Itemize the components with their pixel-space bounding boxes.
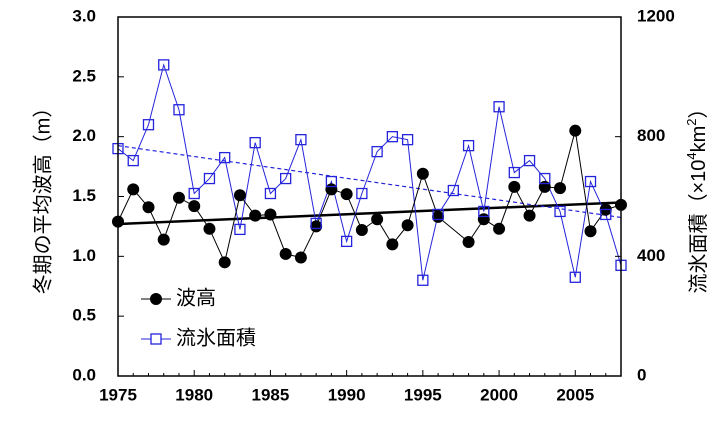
ice-area-point <box>508 166 520 179</box>
ice-area-point <box>356 187 368 200</box>
ice-area-point <box>264 187 277 200</box>
wave-height-point <box>462 235 475 248</box>
y2-tick-label: 400 <box>637 246 665 265</box>
plot-area <box>117 16 622 377</box>
wave-height-point <box>203 222 216 235</box>
ice-area-point <box>417 274 429 286</box>
ice-area-point <box>478 205 490 218</box>
wave-height-point <box>554 182 567 195</box>
ice-area-point <box>173 104 185 116</box>
ice-area-point <box>432 208 444 221</box>
wave-height-point <box>432 210 445 223</box>
wave-height-point <box>279 247 292 260</box>
ice-area-point <box>401 134 414 146</box>
legend: 波高 流氷面積 <box>141 286 256 349</box>
y2-tick-label: 0 <box>637 365 646 384</box>
ice-area-point <box>188 187 200 200</box>
ice-area-point <box>340 235 353 248</box>
wave-height-point <box>523 209 536 222</box>
legend-wave-marker <box>150 293 162 305</box>
ice-area-point <box>539 172 551 185</box>
y2-axis-title: 流氷面積（×104km2） <box>684 98 710 293</box>
ice-area-trend-line <box>117 145 622 219</box>
y-axis-title: 冬期の平均波高（m） <box>31 98 54 295</box>
wave-height-point <box>401 219 414 232</box>
wave-height-point <box>172 191 185 204</box>
wave-height-point <box>264 208 277 221</box>
ice-area-point <box>127 154 139 167</box>
y-tick-label: 1.0 <box>72 246 96 265</box>
y2-axis-title-sup1: 4 <box>684 152 699 159</box>
wave-height-point <box>508 180 521 193</box>
y-tick-label: 0.5 <box>72 306 96 325</box>
x-tick-label: 1990 <box>328 385 366 404</box>
y-tick-label: 0.0 <box>72 365 96 384</box>
ice-area-point <box>280 172 292 185</box>
wave-height-point <box>371 213 384 226</box>
legend-ice-label: 流氷面積 <box>176 326 256 349</box>
wave-height-point <box>355 224 368 237</box>
x-tick-label: 1980 <box>175 385 213 404</box>
wave-height-point <box>569 124 582 137</box>
ice-area-point <box>234 223 246 236</box>
wave-height-point <box>386 238 399 251</box>
ice-area-point <box>447 184 459 197</box>
ice-area-point <box>600 208 612 221</box>
x-tick-label: 2005 <box>556 385 594 404</box>
wave-height-point <box>127 183 140 196</box>
ice-area-point <box>584 175 597 188</box>
wave-height-point <box>538 180 551 193</box>
x-tick-label: 1995 <box>404 385 442 404</box>
ice-area-point <box>203 172 216 185</box>
ice-area-point <box>310 217 322 230</box>
wave-height-point <box>325 183 338 196</box>
ice-area-point <box>295 134 307 146</box>
y2-tick-label: 1200 <box>637 6 675 25</box>
wave-height-point <box>188 200 201 213</box>
wave-height-point <box>477 213 490 226</box>
wave-height-point <box>233 189 246 202</box>
ice-area-point <box>493 101 505 113</box>
wave-height-point <box>584 225 597 238</box>
wave-height-point <box>218 256 231 269</box>
x-tick-label: 2000 <box>480 385 518 404</box>
ice-area-point <box>371 145 383 158</box>
ice-area-point <box>219 151 231 164</box>
y-tick-label: 2.0 <box>72 126 96 145</box>
wave-height-point <box>142 201 155 214</box>
ice-area-point <box>554 205 566 218</box>
legend-wave-label: 波高 <box>176 286 216 309</box>
wave-height-point <box>249 209 262 222</box>
ice-area-line <box>117 63 622 281</box>
wave-height-point <box>157 233 170 246</box>
ice-area-point <box>462 139 475 152</box>
ice-area-point <box>249 136 261 149</box>
wave-height-point <box>340 188 353 201</box>
x-tick-label: 1985 <box>252 385 290 404</box>
wave-height-point <box>310 220 323 233</box>
ice-area-point <box>569 271 581 283</box>
y-tick-label: 1.5 <box>72 186 96 205</box>
wave-height-point <box>493 222 506 235</box>
ice-area-point <box>523 154 536 167</box>
ice-area-point <box>158 59 170 71</box>
y-tick-label: 3.0 <box>72 6 96 25</box>
y2-tick-label: 800 <box>637 126 665 145</box>
y2-axis-title-unit: km <box>688 126 710 153</box>
y2-axis-title-sup2: 2 <box>684 118 699 125</box>
wave-height-line <box>117 130 622 264</box>
y2-axis-title-prefix: 流氷面積（×10 <box>687 160 710 294</box>
ice-area-point <box>386 131 399 143</box>
y2-axis-title-suffix: ） <box>687 98 710 118</box>
ice-area-point <box>325 175 338 188</box>
wave-height-point <box>416 167 429 180</box>
wave-height-point <box>294 251 307 264</box>
y-tick-label: 2.5 <box>72 66 96 85</box>
legend-ice-marker <box>150 333 162 345</box>
ice-area-point <box>142 119 155 131</box>
x-tick-label: 1975 <box>99 385 137 404</box>
